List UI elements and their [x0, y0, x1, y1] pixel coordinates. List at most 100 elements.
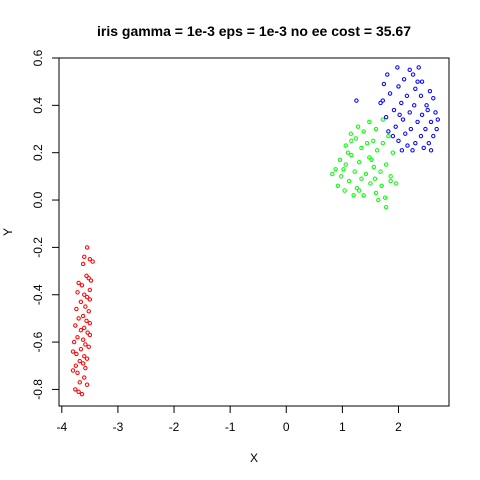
- data-point-series-3: [431, 133, 436, 139]
- data-point-series-3: [405, 143, 410, 148]
- y-tick-label: -0.8: [31, 379, 45, 400]
- data-point-series-1: [83, 304, 88, 309]
- data-point-series-1: [75, 290, 80, 295]
- data-point-series-2: [371, 164, 377, 170]
- data-point-series-1: [75, 370, 80, 376]
- data-point-series-3: [427, 88, 433, 94]
- data-point-series-3: [354, 98, 359, 103]
- data-point-series-2: [349, 138, 354, 144]
- data-point-series-2: [376, 197, 381, 203]
- data-point-series-1: [85, 330, 90, 335]
- data-point-series-1: [84, 245, 90, 250]
- data-point-series-1: [74, 351, 79, 357]
- data-point-series-1: [70, 368, 76, 373]
- data-point-series-1: [88, 278, 94, 283]
- data-point-series-3: [397, 112, 402, 118]
- data-point-series-3: [423, 126, 428, 132]
- data-point-series-1: [75, 335, 80, 340]
- data-point-series-1: [71, 339, 77, 345]
- data-point-series-3: [399, 148, 405, 153]
- data-point-series-1: [87, 332, 93, 338]
- data-point-series-2: [386, 133, 391, 139]
- data-point-series-2: [349, 152, 354, 158]
- data-point-series-2: [368, 181, 373, 186]
- data-point-series-3: [416, 65, 421, 70]
- data-point-series-2: [380, 141, 385, 146]
- data-point-series-3: [419, 79, 425, 84]
- data-point-series-3: [401, 77, 407, 82]
- data-point-series-2: [380, 117, 385, 122]
- data-point-series-2: [357, 159, 362, 165]
- y-axis: -0.8 -0.6 -0.4 -0.2 0.0 0.2 0.4 0.6: [31, 49, 60, 400]
- data-point-series-2: [372, 176, 378, 181]
- data-point-series-3: [385, 72, 390, 77]
- data-point-series-2: [335, 183, 341, 189]
- data-point-series-1: [73, 323, 78, 328]
- data-point-series-3: [407, 110, 412, 115]
- data-point-series-1: [77, 358, 82, 364]
- data-point-series-3: [424, 103, 429, 108]
- y-tick-label: -0.4: [31, 284, 45, 305]
- data-point-series-3: [415, 119, 420, 125]
- data-point-series-1: [86, 275, 91, 281]
- data-point-series-3: [418, 93, 424, 99]
- x-tick-label: 1: [339, 420, 346, 434]
- x-tick-label: -3: [113, 420, 124, 434]
- data-point-series-1: [80, 361, 86, 366]
- data-point-series-3: [393, 124, 398, 129]
- data-point-series-2: [342, 188, 347, 193]
- data-point-series-2: [378, 169, 383, 174]
- data-point-series-1: [82, 254, 87, 260]
- data-point-series-3: [435, 117, 440, 122]
- data-point-series-3: [400, 117, 406, 122]
- x-tick-label: 0: [283, 420, 290, 434]
- data-point-series-1: [74, 306, 79, 312]
- data-point-series-1: [82, 354, 87, 359]
- data-point-series-3: [431, 96, 436, 101]
- chart-title: iris gamma = 1e-3 eps = 1e-3 no ee cost …: [97, 23, 411, 39]
- data-point-series-3: [410, 148, 415, 153]
- data-point-series-3: [380, 98, 385, 103]
- y-tick-label: 0.0: [31, 191, 45, 208]
- data-point-series-1: [82, 292, 87, 297]
- data-point-series-3: [425, 107, 430, 113]
- data-point-series-1: [84, 382, 90, 387]
- y-tick-label: 0.6: [31, 49, 45, 66]
- data-point-series-1: [84, 318, 89, 323]
- data-point-series-2: [367, 155, 372, 160]
- data-point-series-3: [383, 114, 389, 120]
- data-point-series-1: [87, 297, 93, 302]
- data-point-series-3: [404, 93, 410, 99]
- x-tick-label: -1: [225, 420, 236, 434]
- data-point-series-1: [76, 389, 81, 394]
- data-point-series-3: [391, 107, 397, 113]
- data-point-series-3: [421, 145, 426, 151]
- y-tick-label: -0.6: [31, 331, 45, 352]
- data-point-series-1: [86, 344, 91, 350]
- data-point-series-2: [337, 157, 343, 162]
- data-point-series-1: [73, 363, 79, 368]
- x-axis-label: X: [250, 451, 258, 465]
- plot-frame: [58, 57, 450, 407]
- data-point-series-2: [388, 178, 393, 184]
- x-tick-label: -2: [169, 420, 180, 434]
- data-point-series-1: [86, 309, 91, 314]
- data-point-series-1: [87, 257, 93, 262]
- data-point-series-1: [80, 337, 86, 342]
- data-point-series-1: [84, 356, 90, 361]
- data-point-series-1: [80, 261, 86, 267]
- data-point-series-3: [403, 131, 408, 136]
- data-point-series-1: [83, 342, 88, 347]
- data-point-series-3: [428, 119, 434, 125]
- y-tick-label: 0.2: [31, 144, 45, 161]
- data-point-series-1: [79, 391, 85, 397]
- data-point-series-1: [83, 365, 88, 371]
- data-point-series-1: [77, 380, 82, 385]
- data-point-series-2: [355, 124, 361, 129]
- data-point-series-3: [413, 141, 418, 146]
- data-point-series-3: [390, 133, 396, 139]
- data-point-series-3: [434, 126, 439, 132]
- data-point-series-2: [394, 181, 399, 186]
- data-point-series-2: [373, 126, 379, 132]
